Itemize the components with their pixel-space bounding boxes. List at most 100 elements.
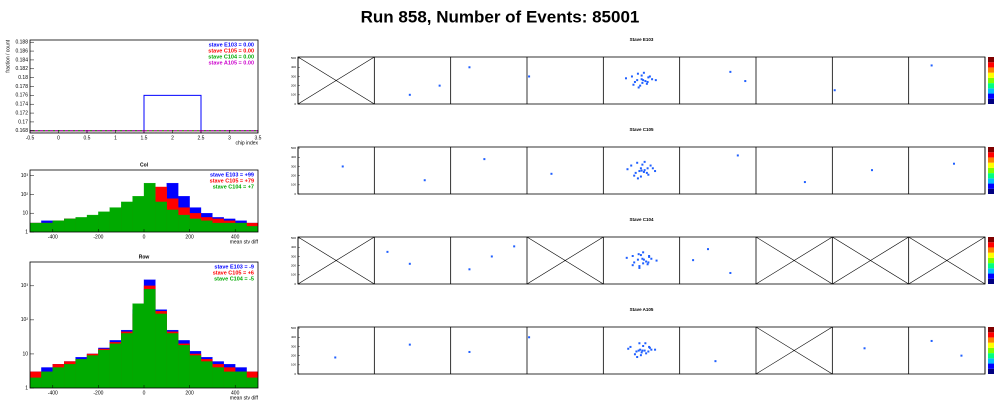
palette-cell [988,327,994,333]
hit [644,342,647,345]
hit [952,162,955,165]
histogram-bar [246,226,258,232]
hit [633,174,636,177]
hit [654,79,657,82]
dead-chip-cross [832,236,909,285]
histogram-bar [52,367,65,388]
panel-title: Stave C105 [629,127,654,132]
hit [646,263,649,266]
hit [630,164,633,167]
hit [629,345,632,348]
y-tick-label: 300 [291,344,296,348]
hit [438,84,441,87]
hit [643,160,646,163]
hit [644,80,647,83]
legend-entry: stave C104 = 0.00 [208,54,254,60]
y-tick-label: 10 [22,211,28,217]
x-tick-label: 2.5 [198,135,205,141]
panel-title: Stave E103 [630,37,654,42]
histogram-bar [98,211,110,232]
hit [639,84,642,87]
histogram-bar [200,220,213,232]
hit [638,266,641,269]
legend-entry: stave C104 = -5 [214,276,254,282]
y-tick-label: 0.176 [15,93,28,99]
y-tick-label: 100 [291,93,296,97]
plot-area [30,279,258,388]
plot-frame [297,236,986,285]
page-title: Run 858, Number of Events: 85001 [361,7,640,26]
hit [468,268,471,271]
panel-title: Row [139,254,150,260]
hit [654,348,657,351]
histogram-bar [166,333,179,388]
hit [647,173,650,176]
y-tick-label: 10² [21,317,29,323]
histogram-bar [41,371,53,388]
y-tick-label: 500 [291,56,296,60]
hit [638,265,641,268]
histogram-bar [64,364,76,388]
palette-cell [988,342,994,348]
x-tick-label: -400 [48,390,58,396]
histogram-bar [235,222,247,232]
hit [408,343,411,346]
hit [626,168,629,171]
palette-cell [988,62,994,68]
palette-cell [988,278,994,284]
y-tick-label: 0.174 [15,102,28,108]
palette-cell [988,77,994,84]
hit [650,348,653,351]
palette-cell [988,167,994,174]
hit [870,169,873,172]
hit [646,167,649,170]
palette-cell [988,242,994,248]
legend-entry: stave E103 = 0.00 [209,42,254,48]
x-tick-label: 0 [143,234,146,240]
hit [930,339,933,342]
panel-title: Stave A105 [630,307,654,312]
histogram-bar [132,303,145,388]
dead-chip-cross [755,236,833,285]
histogram-bar [235,371,247,388]
hit [408,93,411,96]
palette-cell [988,337,994,343]
palette-cell [988,67,994,73]
hit [642,262,645,265]
hit [641,81,644,84]
histogram-bar [109,343,122,388]
hit [645,82,648,85]
palette-cell [988,263,994,269]
y-tick-label: 10³ [21,173,29,179]
hit [528,336,531,339]
y-tick-label: 300 [291,254,296,258]
palette-cell [988,358,994,364]
hit [645,352,648,355]
dead-chip-cross [297,236,375,285]
hit [643,349,646,352]
hit [637,349,640,352]
hit [648,345,651,348]
y-tick-label: 0 [294,372,296,376]
hit [631,264,634,267]
histogram-bar [223,371,236,388]
plot-frame [297,56,986,105]
x-tick-label: -200 [93,234,103,240]
palette-cell [988,353,994,359]
y-tick-label: 0 [294,192,296,196]
legend-entry: stave C105 = 0.00 [208,48,254,54]
hit [639,175,642,178]
y-tick-label: 100 [291,273,296,277]
x-tick-label: 3 [228,135,231,141]
y-tick-label: 0.188 [15,40,28,46]
y-tick-label: 0 [294,102,296,106]
hit [513,245,516,248]
hit [633,353,636,356]
hit [647,350,650,353]
hit [863,347,866,350]
histogram-bar [86,214,99,232]
hit [639,254,642,257]
x-tick-label: 200 [185,390,194,396]
hit [636,72,639,75]
panel-title: Stave C104 [629,217,654,222]
